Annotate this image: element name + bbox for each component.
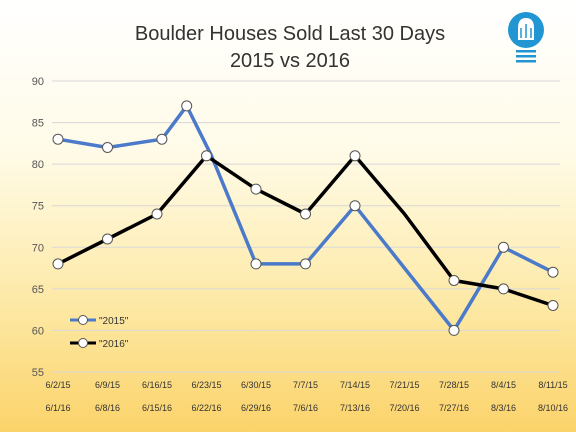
data-point-0 — [300, 258, 311, 270]
x-tick-label-2016: 6/1/16 — [45, 403, 70, 413]
y-tick-label: 55 — [32, 367, 44, 379]
data-point-0 — [52, 133, 64, 145]
data-point-1 — [498, 283, 509, 295]
data-point-0 — [156, 133, 168, 145]
data-point-1 — [102, 233, 113, 245]
x-tick-label-2016: 7/27/16 — [439, 403, 469, 413]
data-point-1 — [349, 150, 361, 162]
y-tick-label: 80 — [32, 159, 44, 171]
x-tick-label-2016: 8/10/16 — [538, 403, 568, 413]
data-point-0 — [448, 324, 460, 336]
data-point-1 — [250, 183, 262, 195]
y-tick-label: 65 — [32, 284, 44, 296]
chart-subtitle: 2015 vs 2016 — [230, 50, 350, 72]
x-axis: 6/2/15 6/9/15 6/16/15 6/23/15 6/30/15 7/7/15 7… — [45, 380, 568, 413]
data-point-0 — [102, 142, 113, 153]
data-point-0 — [498, 241, 509, 253]
x-tick-label-2016: 7/13/16 — [340, 403, 370, 413]
data-point-1 — [547, 300, 559, 311]
x-tick-label-2015: 8/4/15 — [491, 380, 516, 390]
data-point-1 — [300, 208, 311, 220]
x-tick-label-2016: 6/8/16 — [95, 403, 120, 413]
y-tick-label: 70 — [32, 242, 44, 254]
x-tick-label-2015: 7/14/15 — [340, 380, 370, 390]
x-tick-label-2015: 6/9/15 — [95, 380, 120, 390]
x-tick-label-2015: 8/11/15 — [538, 380, 567, 390]
data-point-0 — [547, 266, 559, 278]
series-group — [52, 100, 559, 336]
x-tick-label-2015: 6/23/15 — [191, 380, 221, 390]
x-tick-label-2015: 7/28/15 — [439, 380, 469, 390]
x-tick-label-2016: 8/3/16 — [491, 403, 516, 413]
data-point-0 — [181, 100, 193, 112]
grid — [52, 80, 560, 373]
legend: "2015" "2016" — [70, 315, 129, 350]
data-point-1 — [151, 208, 163, 220]
y-tick-label: 60 — [32, 325, 44, 337]
y-tick-label: 75 — [32, 201, 44, 213]
x-tick-label-2015: 6/16/15 — [142, 380, 172, 390]
x-tick-label-2016: 7/6/16 — [293, 403, 318, 413]
legend-item-2016: "2016" — [70, 338, 129, 350]
x-tick-label-2016: 6/29/16 — [241, 403, 271, 413]
x-tick-label-2015: 7/21/15 — [389, 380, 419, 390]
data-point-1 — [448, 275, 460, 286]
y-tick-label: 90 — [32, 76, 44, 88]
x-tick-label-2015: 6/30/15 — [241, 380, 271, 390]
data-point-0 — [349, 200, 361, 212]
x-tick-label-2016: 7/20/16 — [389, 403, 419, 413]
data-point-0 — [250, 258, 262, 270]
y-axis: 55 60 65 70 75 80 85 90 — [32, 76, 44, 379]
legend-label-2015: "2015" — [99, 316, 129, 327]
x-tick-label-2016: 6/22/16 — [191, 403, 221, 413]
x-tick-label-2015: 7/7/15 — [293, 380, 318, 390]
data-point-1 — [52, 258, 64, 270]
y-tick-label: 85 — [32, 118, 44, 130]
legend-item-2015: "2015" — [70, 315, 129, 327]
legend-label-2016: "2016" — [99, 339, 129, 350]
logo-lightbulb-icon — [508, 12, 544, 63]
x-tick-label-2015: 6/2/15 — [45, 380, 70, 390]
chart-title: Boulder Houses Sold Last 30 Days — [135, 23, 445, 45]
data-point-1 — [201, 150, 212, 162]
x-tick-label-2016: 6/15/16 — [142, 403, 172, 413]
